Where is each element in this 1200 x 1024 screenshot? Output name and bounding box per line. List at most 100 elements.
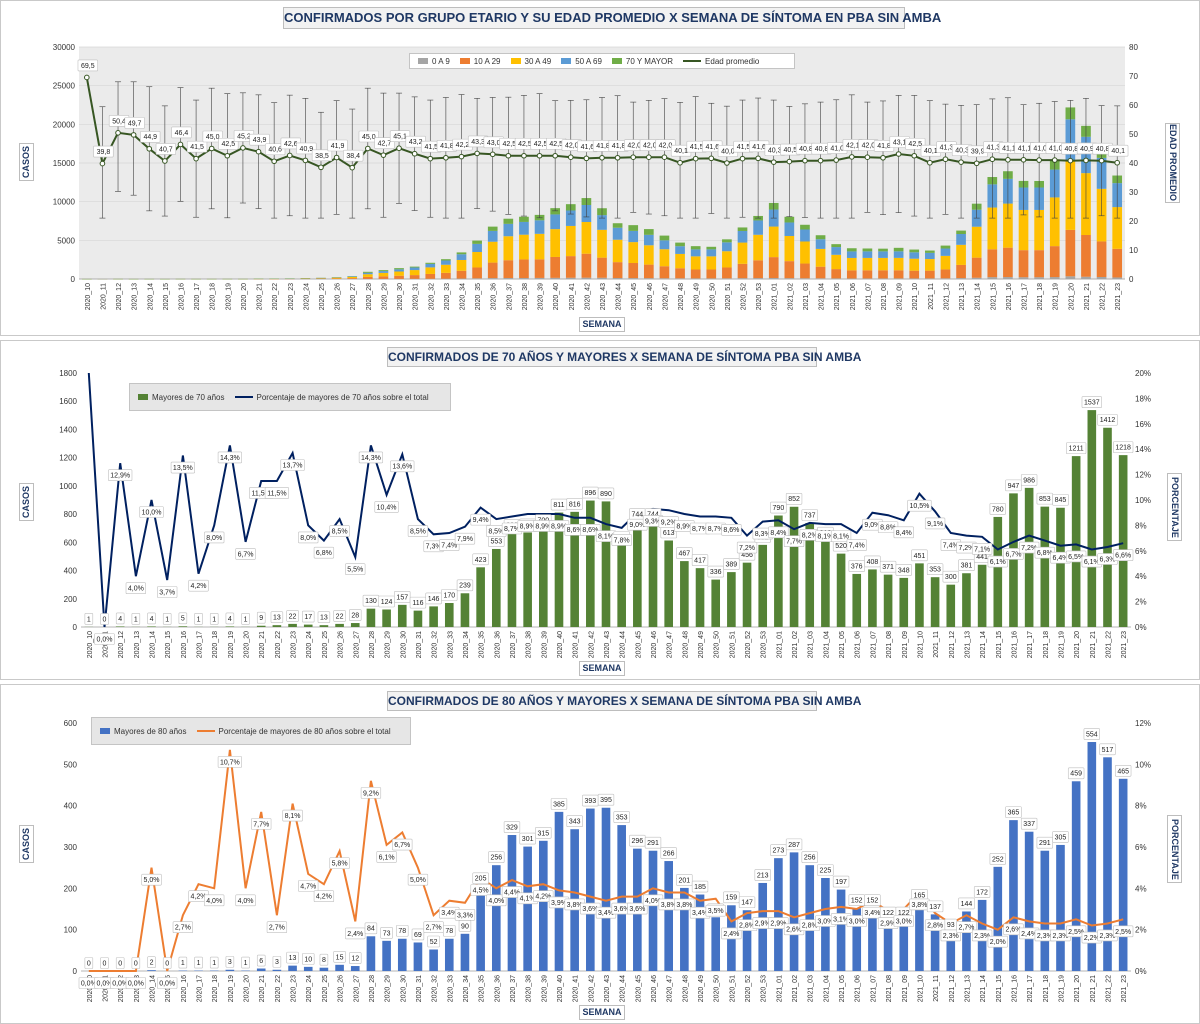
bar-segment <box>1034 209 1044 251</box>
bar-segment <box>472 243 482 253</box>
data-label-box <box>249 133 270 146</box>
data-label-box <box>264 487 289 499</box>
data-label-box <box>272 955 282 968</box>
data-label: 3,5% <box>708 908 724 915</box>
data-label-box <box>374 501 399 513</box>
x-tick-label: 2020_31 <box>416 631 423 658</box>
data-label-box <box>202 130 223 143</box>
x-tick-label: 2020_17 <box>194 283 201 310</box>
bar <box>695 568 705 627</box>
data-label-box <box>674 898 695 911</box>
data-label-box <box>501 886 523 898</box>
average-age-marker <box>302 157 309 164</box>
data-label-box <box>580 523 601 536</box>
bar-segment <box>956 264 966 279</box>
data-label-box <box>407 873 429 886</box>
data-label-box <box>241 613 250 625</box>
data-label: 10,0% <box>142 509 162 516</box>
data-label-box <box>194 956 203 969</box>
data-label-box <box>358 130 379 143</box>
data-label-box <box>1036 836 1053 849</box>
bar <box>288 965 297 971</box>
data-label: 385 <box>553 801 565 808</box>
data-label-box <box>84 957 94 969</box>
data-label: 2,7% <box>175 925 191 932</box>
average-age-marker <box>1067 157 1074 164</box>
data-label-box <box>660 847 677 859</box>
bar <box>789 506 799 627</box>
bar <box>1040 506 1050 627</box>
average-age-marker <box>193 155 199 162</box>
data-label: 9 <box>259 615 263 622</box>
data-label-box <box>439 539 460 551</box>
data-label-box <box>488 851 505 863</box>
x-tick-label: 2021_07 <box>870 631 877 658</box>
bar-segment <box>815 248 826 267</box>
y2-tick-label: 40 <box>1129 159 1138 168</box>
data-label: 43,3 <box>471 139 485 146</box>
data-label-box <box>864 894 881 906</box>
data-label-box <box>519 832 536 845</box>
x-tick-label: 2021_06 <box>855 631 862 658</box>
average-age-marker <box>536 152 543 159</box>
data-label: 291 <box>1039 840 1051 847</box>
data-label: 2 <box>150 960 154 967</box>
average-age-marker <box>474 150 480 157</box>
bar <box>1118 778 1128 971</box>
data-label: 2,4% <box>347 931 363 938</box>
data-label: 947 <box>1008 483 1020 490</box>
data-label: 7,2% <box>958 545 974 552</box>
bar-segment <box>550 277 561 279</box>
data-label-box <box>139 506 164 518</box>
data-label-box <box>218 137 239 150</box>
data-label: 4,7% <box>300 883 316 890</box>
data-label-box <box>535 827 552 839</box>
y-tick-label: 1400 <box>59 425 77 434</box>
x-tick-label: 2021_11 <box>928 283 935 310</box>
bar-segment <box>409 267 420 271</box>
average-age-marker <box>567 154 574 160</box>
x-tick-label: 2020_33 <box>447 975 454 1002</box>
x-tick-label: 2020_33 <box>447 631 454 658</box>
data-label: 6,8% <box>316 550 332 557</box>
bar-segment <box>643 264 654 279</box>
data-label: 130 <box>365 598 377 605</box>
bar-segment <box>362 271 373 273</box>
y2-tick-label: 2% <box>1135 598 1147 607</box>
x-tick-label: 2020_10 <box>87 631 94 658</box>
data-label: 4,0% <box>128 586 144 593</box>
x-tick-label: 2020_13 <box>132 283 139 310</box>
bar <box>507 533 517 627</box>
x-tick-label: 2021_11 <box>933 631 940 658</box>
bar-segment <box>534 259 545 278</box>
x-tick-label: 2020_34 <box>463 975 470 1002</box>
bar <box>930 914 940 971</box>
x-tick-label: 2021_15 <box>996 631 1003 658</box>
bar <box>836 889 846 971</box>
data-label: 2,3% <box>974 933 990 940</box>
x-tick-label: 2020_50 <box>714 631 721 658</box>
data-label-box <box>162 957 172 969</box>
bar-segment <box>909 252 920 259</box>
bar <box>1103 757 1112 971</box>
bar <box>617 544 626 627</box>
data-label: 42,6 <box>284 141 298 148</box>
x-tick-label: 2021_12 <box>949 631 956 658</box>
data-label: 3,6% <box>582 906 598 913</box>
bar <box>319 625 329 627</box>
data-label: 40,1 <box>1111 148 1125 155</box>
x-tick-label: 2020_27 <box>353 631 360 658</box>
data-label-box <box>846 539 867 551</box>
x-tick-label: 2021_23 <box>1115 283 1122 310</box>
bar <box>1103 427 1112 627</box>
y2-tick-label: 0 <box>1129 275 1134 284</box>
data-label: 336 <box>710 569 722 576</box>
x-tick-label: 2020_49 <box>694 283 701 310</box>
data-label-box <box>470 884 491 896</box>
chart-legend: Mayores de 70 años Porcentaje de mayores… <box>129 383 451 411</box>
data-label: 84 <box>367 926 375 933</box>
70-plus-chart: 0 200 400 600 800 1000 1200 1400 1600 1800 0% 2% 4% 6… <box>59 369 1151 658</box>
average-age-marker <box>614 154 621 161</box>
x-tick-label: 2020_45 <box>635 975 642 1002</box>
data-label-box <box>627 902 648 915</box>
